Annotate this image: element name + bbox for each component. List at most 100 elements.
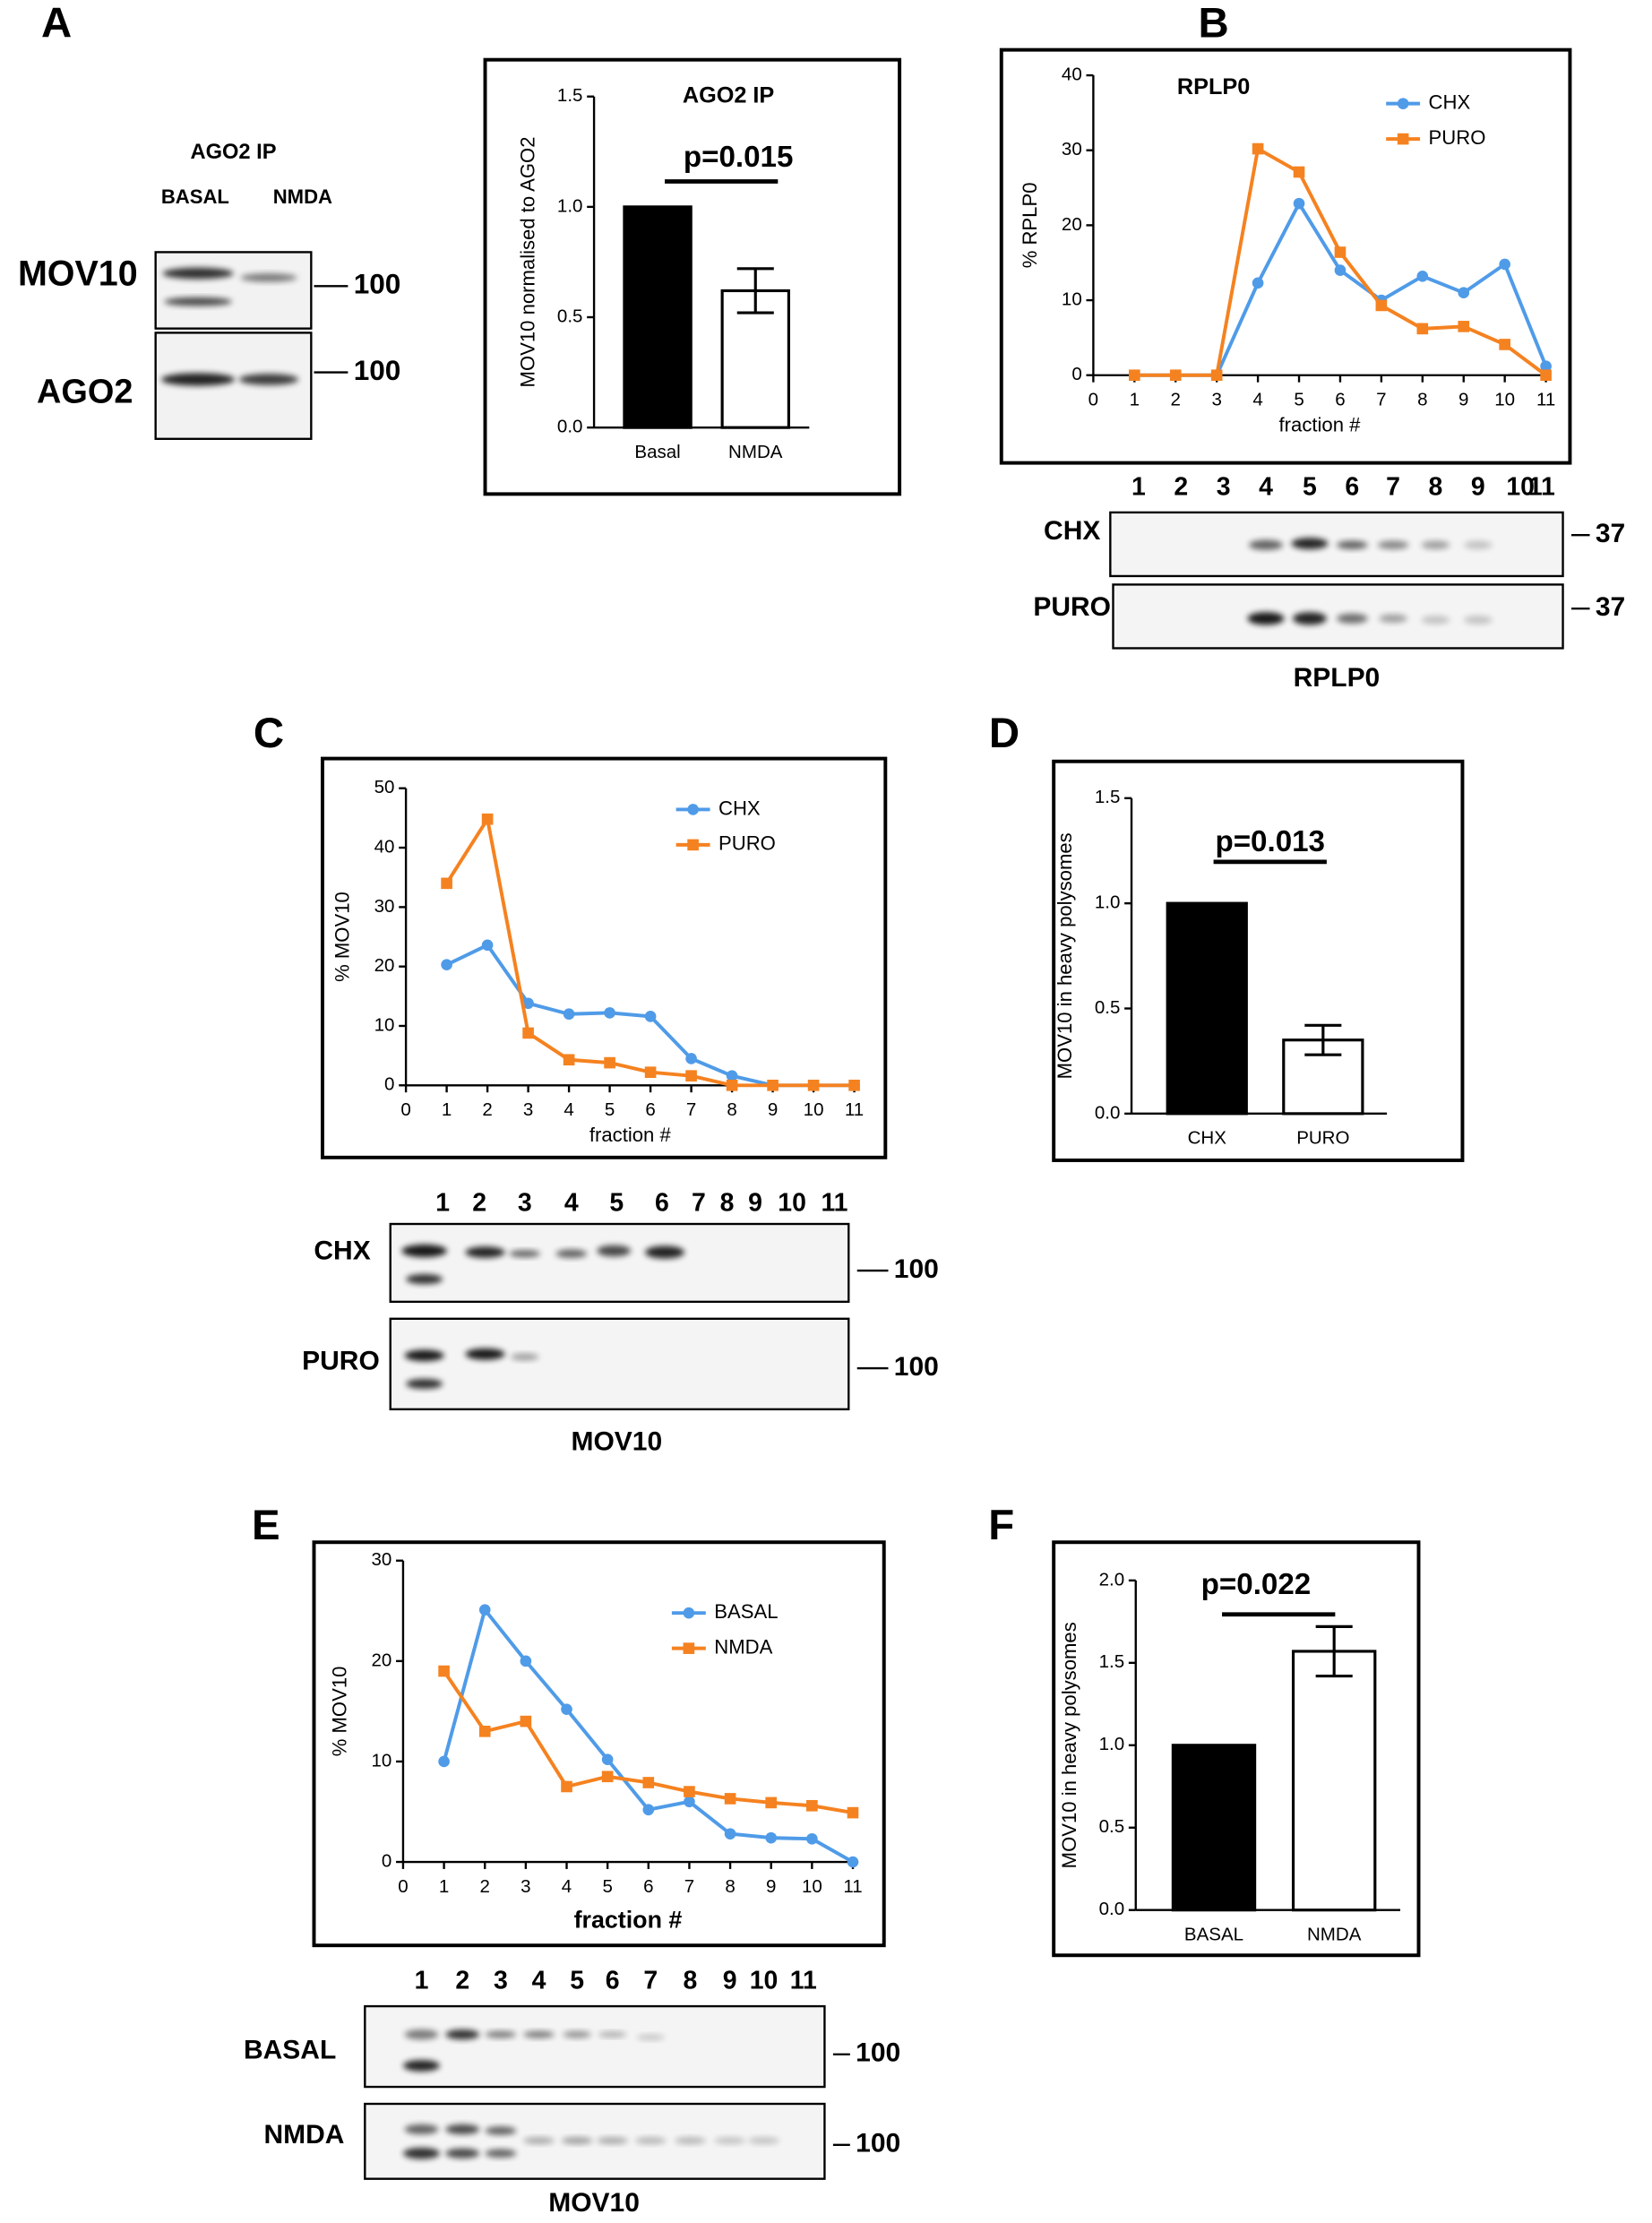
blot-band: [509, 1250, 541, 1258]
annotation: p=0.015: [684, 141, 794, 174]
blot-band: [445, 2029, 480, 2040]
point: [644, 1066, 657, 1079]
chart-frame: [483, 57, 902, 496]
x-tick-label: 9: [1458, 390, 1468, 410]
blot-band: [561, 2137, 593, 2144]
row-label: CHX: [314, 1236, 370, 1266]
x-axis-label: fraction #: [1279, 413, 1362, 435]
y-tick-label: 50: [374, 777, 395, 797]
point: [441, 877, 452, 890]
point: [806, 1832, 818, 1845]
x-tick-label: 2: [482, 1099, 492, 1120]
blot: [154, 332, 313, 440]
blot-band: [598, 2031, 627, 2038]
legend-marker: [1397, 133, 1409, 145]
lane-label: 11: [1528, 473, 1555, 502]
row-label: BASAL: [244, 2036, 336, 2065]
x-tick-label: 3: [523, 1099, 533, 1120]
legend-label: PURO: [1429, 126, 1486, 149]
point: [1375, 299, 1388, 312]
x-tick-label: 0: [398, 1876, 408, 1897]
x-axis-label: fraction #: [574, 1906, 683, 1933]
x-tick-label: 4: [564, 1099, 573, 1120]
blot-band: [714, 2137, 746, 2144]
blot-band: [1292, 612, 1327, 625]
blot: [1112, 583, 1564, 650]
lane-label: 1: [1131, 473, 1146, 502]
point: [1540, 369, 1552, 382]
y-tick-label: 0.5: [1095, 997, 1121, 1018]
point: [1458, 287, 1470, 299]
y-tick-label: 1.5: [557, 85, 583, 106]
blot-band: [597, 2137, 628, 2144]
point: [1458, 321, 1470, 332]
legend-marker: [683, 1607, 695, 1619]
size-marker: 100: [354, 268, 401, 300]
size-marker: 100: [354, 354, 401, 386]
blot-band: [644, 1245, 685, 1259]
x-tick-label: 11: [843, 1876, 862, 1897]
blot-band: [636, 2034, 666, 2040]
blot-band: [485, 2126, 517, 2135]
point: [1499, 339, 1510, 350]
lane-label: 2: [1174, 473, 1188, 502]
legend-label: CHX: [718, 797, 761, 819]
lane-label: 3: [494, 1967, 508, 1995]
x-tick-label: 6: [645, 1099, 655, 1120]
point: [642, 1804, 655, 1816]
blot-band: [402, 2060, 440, 2072]
x-tick-label: 10: [802, 1876, 822, 1897]
blot-caption: MOV10: [572, 1427, 663, 1457]
x-tick-label: 0: [1088, 390, 1098, 410]
lane-label: BASAL: [161, 185, 229, 208]
legend-marker: [1397, 98, 1409, 109]
x-tick-label: 6: [643, 1876, 653, 1897]
point: [724, 1793, 736, 1805]
chart-title: AGO2 IP: [683, 82, 774, 108]
chart-title: RPLP0: [1177, 74, 1250, 99]
blot-band: [1464, 616, 1493, 625]
y-tick-label: 1.0: [1099, 1734, 1125, 1754]
size-marker: 100: [894, 1254, 939, 1284]
chart-frame: [1052, 759, 1465, 1162]
x-tick-label: 5: [602, 1876, 612, 1897]
lane-label: 9: [748, 1188, 762, 1217]
blot-band: [485, 2149, 517, 2158]
y-tick-label: 10: [1062, 289, 1082, 309]
chart-frame: [312, 1540, 886, 1948]
blot-band: [164, 297, 232, 306]
legend-label: CHX: [1429, 90, 1471, 113]
point: [1416, 323, 1429, 335]
x-tick-label: 7: [1376, 390, 1386, 410]
point: [478, 1726, 491, 1737]
point: [1128, 369, 1140, 382]
blot-band: [634, 2137, 667, 2144]
x-tick-label: 5: [605, 1099, 615, 1120]
point: [1334, 246, 1347, 258]
point: [601, 1753, 614, 1766]
series-line: [1134, 200, 1548, 377]
chart-frame: [999, 47, 1572, 465]
legend-marker: [687, 839, 699, 851]
panel-letter: E: [252, 1502, 280, 1549]
blot-caption: MOV10: [548, 2188, 640, 2218]
y-tick-label: 0.5: [557, 306, 583, 326]
blot-title: AGO2 IP: [190, 141, 276, 164]
x-tick-label: 11: [845, 1099, 864, 1120]
point: [765, 1796, 778, 1809]
point: [847, 1856, 859, 1868]
annotation: p=0.022: [1201, 1568, 1312, 1601]
blot-band: [1336, 540, 1368, 549]
blot-band: [445, 2124, 480, 2134]
panel-letter: C: [254, 710, 284, 757]
blot-band: [1336, 613, 1368, 624]
point: [563, 1054, 575, 1066]
bar: [623, 205, 693, 429]
blot-caption: RPLP0: [1294, 663, 1381, 693]
blot-band: [1421, 540, 1450, 549]
x-tick-label: NMDA: [728, 442, 783, 462]
lane-label: 8: [720, 1188, 735, 1217]
y-tick-label: 10: [374, 1014, 395, 1035]
series-line: [1134, 145, 1547, 377]
